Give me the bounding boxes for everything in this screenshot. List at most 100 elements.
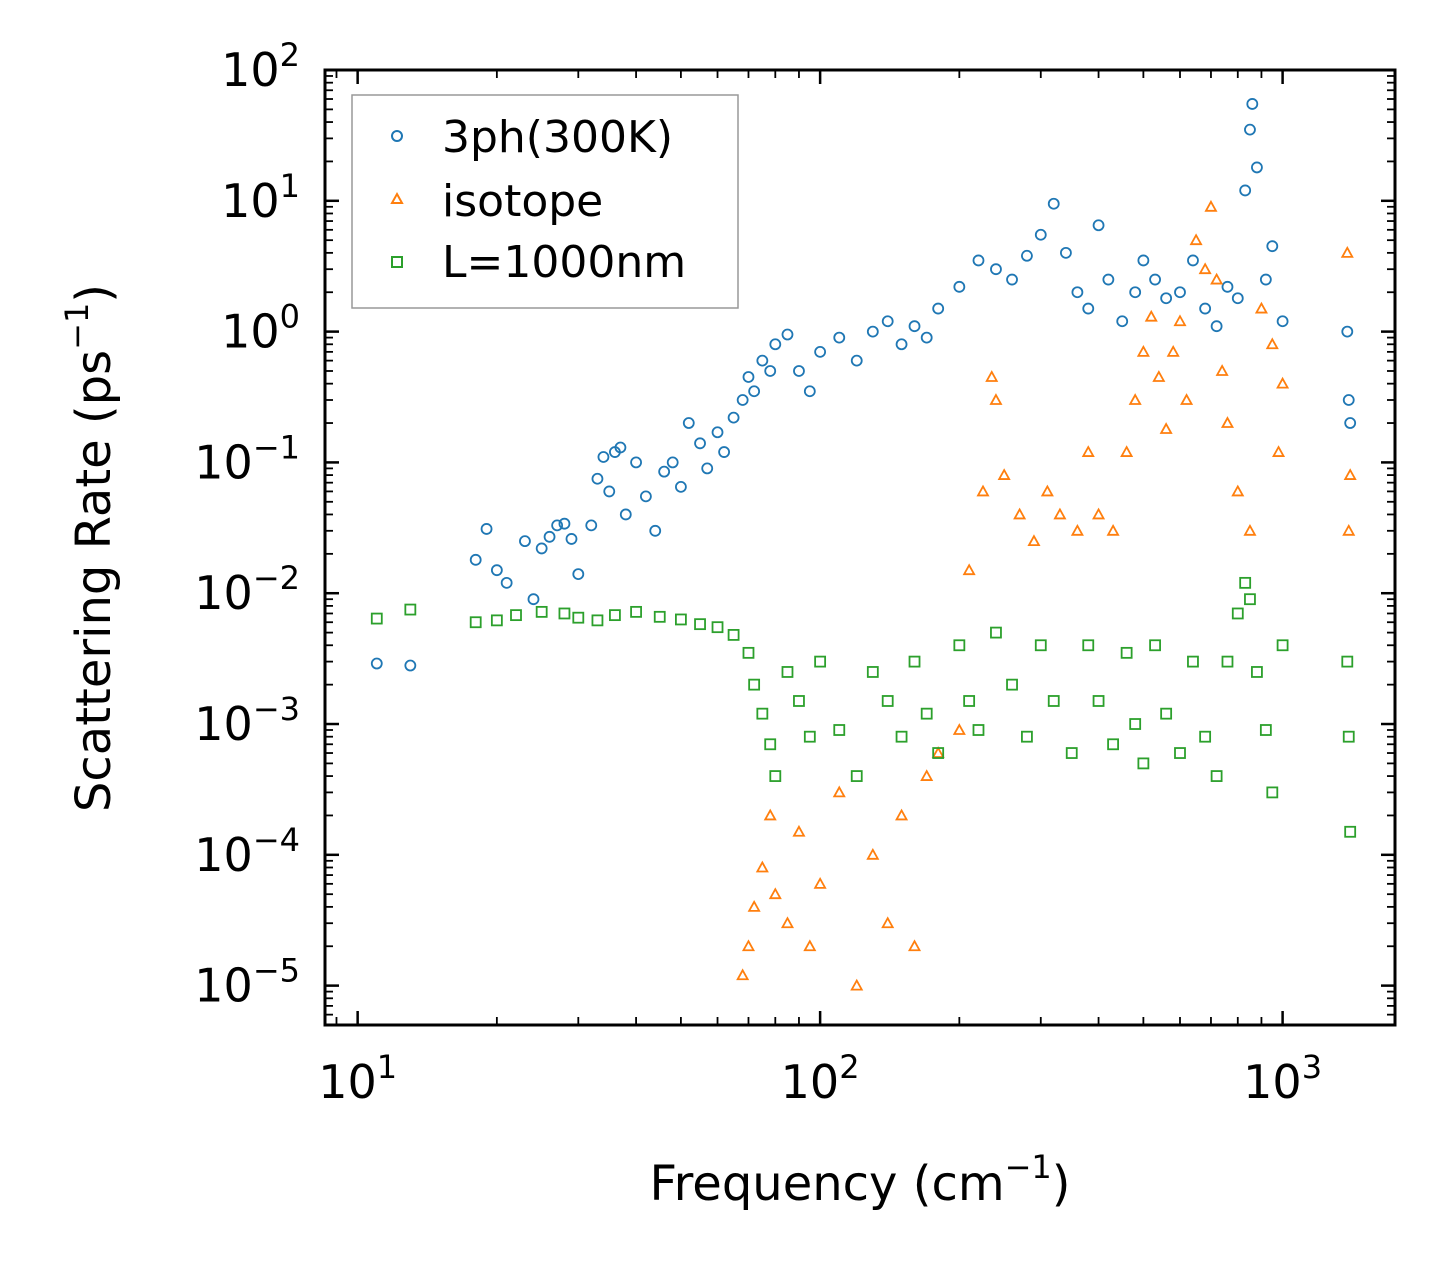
point-boundary [1251, 666, 1263, 678]
point-boundary [1034, 639, 1047, 652]
point-isotope [755, 860, 769, 873]
point-boundary [769, 770, 782, 782]
point-boundary [963, 695, 976, 707]
point-3ph [543, 530, 556, 543]
y-tick-label: 10−1 [194, 428, 300, 489]
point-isotope [1204, 199, 1218, 212]
y-tick-label: 10−2 [194, 559, 300, 620]
point-boundary [1231, 607, 1244, 620]
point-boundary [591, 614, 604, 627]
point-3ph [1102, 273, 1115, 286]
point-isotope [1272, 445, 1286, 457]
point-3ph [920, 331, 933, 344]
point-boundary [972, 724, 985, 736]
point-isotope [1189, 233, 1203, 246]
point-3ph [803, 385, 816, 398]
point-3ph [370, 657, 383, 670]
point-isotope [1013, 507, 1027, 520]
point-3ph [833, 331, 846, 344]
point-3ph [756, 354, 769, 367]
point-isotope [866, 847, 880, 860]
point-boundary [1341, 655, 1354, 668]
point-3ph [850, 354, 863, 367]
data-points [370, 98, 1357, 991]
point-boundary [1107, 738, 1119, 751]
point-isotope [1027, 534, 1041, 547]
point-boundary [1149, 639, 1161, 652]
point-boundary [1006, 678, 1018, 691]
point-isotope [792, 824, 806, 837]
point-3ph [1342, 394, 1355, 406]
point-boundary [1065, 747, 1078, 759]
point-3ph [727, 411, 740, 424]
point-boundary [1221, 655, 1234, 668]
y-axis-label-text: Scattering Rate (ps [66, 350, 122, 812]
point-boundary [833, 724, 846, 736]
point-3ph [1174, 286, 1186, 299]
point-3ph [527, 593, 540, 606]
point-3ph [619, 508, 632, 521]
legend-label-boundary: L=1000nm [442, 237, 686, 288]
y-tick-label: 101 [221, 167, 300, 228]
point-boundary [370, 612, 383, 625]
point-3ph [675, 480, 687, 493]
point-3ph [748, 385, 761, 398]
point-boundary [1187, 655, 1199, 668]
point-boundary [510, 609, 522, 622]
point-3ph [1149, 273, 1161, 286]
point-3ph [666, 456, 679, 469]
point-3ph [793, 365, 805, 377]
point-3ph [1092, 219, 1105, 232]
point-boundary [1092, 695, 1105, 707]
point-3ph [1082, 302, 1095, 315]
point-3ph [490, 564, 503, 577]
point-3ph [881, 315, 894, 328]
point-3ph [585, 519, 598, 532]
point-isotope [768, 887, 782, 900]
point-isotope [1254, 301, 1268, 314]
point-boundary [1199, 730, 1212, 743]
point-3ph [404, 659, 417, 672]
x-tick-label: 101 [318, 1048, 397, 1109]
point-boundary [866, 666, 879, 678]
point-isotope [763, 808, 777, 821]
point-isotope [1231, 484, 1245, 497]
point-3ph [1129, 286, 1142, 299]
series-2 [370, 576, 1357, 838]
point-isotope [1144, 309, 1158, 322]
point-3ph [1006, 273, 1018, 286]
point-boundary [1344, 825, 1357, 838]
legend-box [351, 94, 739, 309]
point-boundary [990, 626, 1002, 639]
point-isotope [850, 978, 864, 991]
y-axis-label-sup: −1 [58, 303, 96, 350]
point-boundary [694, 618, 706, 631]
point-3ph [932, 302, 945, 315]
point-isotope [1152, 370, 1166, 382]
point-isotope [985, 370, 999, 382]
point-boundary [742, 646, 755, 659]
point-3ph [1116, 315, 1129, 328]
point-3ph [649, 524, 662, 537]
point-3ph [551, 519, 564, 532]
point-3ph [597, 451, 610, 463]
point-isotope [803, 939, 817, 952]
point-isotope [881, 916, 895, 929]
y-tick-label: 10−4 [194, 821, 300, 882]
point-3ph [1276, 315, 1289, 328]
point-3ph [769, 338, 782, 351]
point-isotope [1210, 272, 1224, 285]
point-boundary [1342, 730, 1355, 743]
point-isotope [832, 785, 846, 798]
point-3ph [1344, 417, 1357, 429]
point-isotope [1198, 262, 1212, 275]
point-3ph [1047, 197, 1060, 210]
point-3ph [1239, 184, 1252, 197]
point-boundary [404, 603, 417, 616]
point-isotope [1173, 314, 1187, 327]
point-3ph [908, 320, 921, 333]
point-isotope [1120, 445, 1134, 457]
point-boundary [814, 655, 827, 668]
point-isotope [1081, 445, 1095, 457]
